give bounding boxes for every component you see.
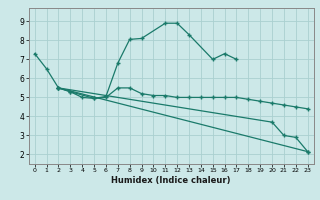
X-axis label: Humidex (Indice chaleur): Humidex (Indice chaleur) (111, 176, 231, 185)
